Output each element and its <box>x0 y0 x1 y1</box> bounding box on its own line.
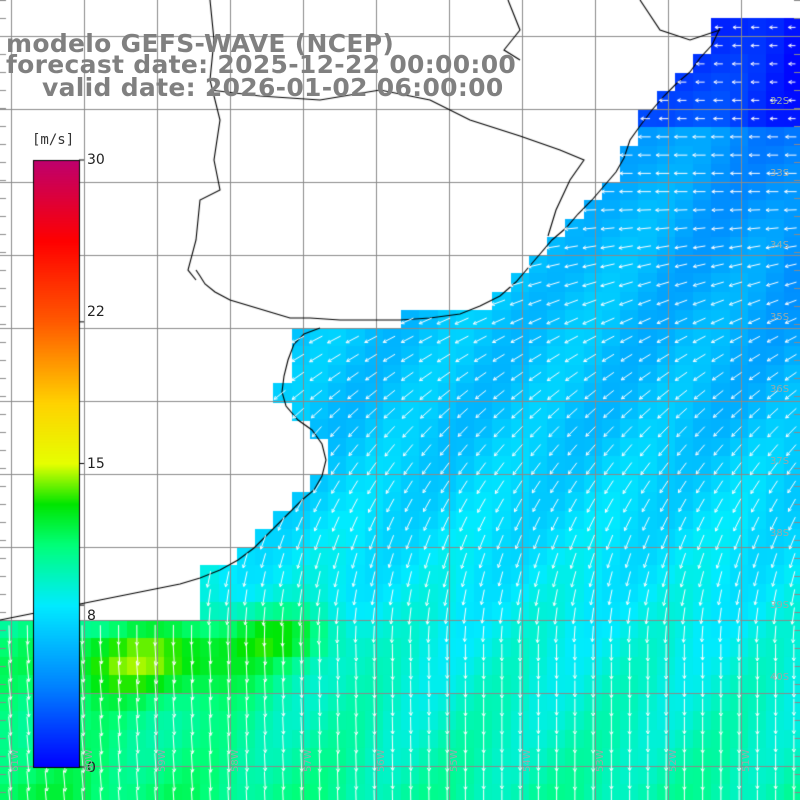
colorbar-tick-0: 0 <box>87 760 96 776</box>
lat-label: 40S <box>770 672 790 683</box>
lon-label: 61W <box>10 749 21 772</box>
lon-label: 52W <box>668 749 679 772</box>
lon-label: 56W <box>376 749 387 772</box>
lat-label: 35S <box>770 312 790 323</box>
lat-label: 32S <box>770 96 790 107</box>
model-title: modelo GEFS-WAVE (NCEP) <box>6 29 395 58</box>
colorbar-tick-8: 8 <box>87 608 96 624</box>
lon-label: 53W <box>595 749 606 772</box>
lon-label: 59W <box>157 749 168 772</box>
lat-label: 36S <box>770 384 790 395</box>
lon-label: 51W <box>741 749 752 772</box>
colorbar-tick-15: 15 <box>87 456 105 472</box>
lon-label: 54W <box>522 749 533 772</box>
valid-date: valid date: 2026-01-02 06:00:00 <box>42 73 504 102</box>
lat-label: 38S <box>770 528 790 539</box>
lon-label: 55W <box>449 749 460 772</box>
colorbar-tick-22: 22 <box>87 304 105 320</box>
lat-label: 39S <box>770 600 790 611</box>
lon-label: 60W <box>84 749 95 772</box>
lat-label: 33S <box>770 168 790 179</box>
lon-label: 58W <box>230 749 241 772</box>
lat-label: 37S <box>770 456 790 467</box>
lon-label: 57W <box>303 749 314 772</box>
colorbar-tick-30: 30 <box>87 152 105 168</box>
forecast-date: forecast date: 2025-12-22 00:00:00 <box>6 50 517 79</box>
lat-label: 34S <box>770 240 790 251</box>
colorbar-units: [m/s] <box>32 132 75 148</box>
